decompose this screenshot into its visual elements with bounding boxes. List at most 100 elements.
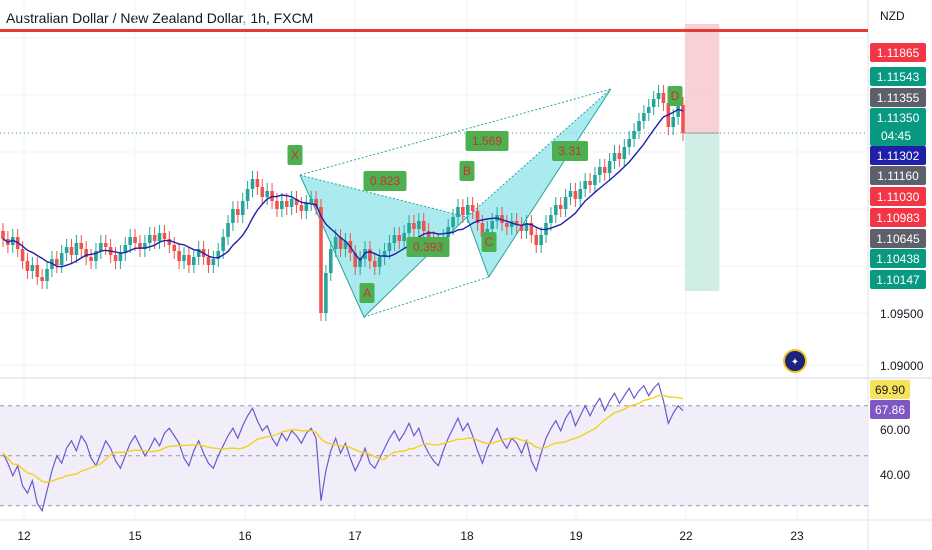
candle-body xyxy=(314,199,318,207)
stop-loss-zone xyxy=(684,24,720,133)
price-label-bg xyxy=(870,208,926,227)
candle-body xyxy=(231,209,235,223)
price-label: 1.11302 xyxy=(877,149,920,163)
candle-body xyxy=(162,233,167,239)
x-tick-label: 22 xyxy=(679,529,693,543)
candle-body xyxy=(206,257,211,265)
candle-body xyxy=(617,153,622,159)
pattern-point-x: X xyxy=(291,148,299,162)
candle-body xyxy=(529,223,534,235)
candle-body xyxy=(382,251,387,257)
rsi-label-bg xyxy=(870,400,910,419)
pattern-ratio-line xyxy=(299,174,468,218)
candle-body xyxy=(470,205,475,211)
candle-body xyxy=(250,179,255,189)
candle-body xyxy=(187,255,191,265)
australia-flag-icon xyxy=(783,349,807,373)
price-label-bg xyxy=(870,270,926,289)
rsi-ma-line xyxy=(2,394,684,483)
pattern-point-b: B xyxy=(463,164,471,178)
candle-body xyxy=(216,251,221,259)
candle-body xyxy=(646,107,651,113)
pattern-point-d-box xyxy=(667,86,683,106)
candle-body xyxy=(64,247,69,253)
rsi-y-tick-label: 60.00 xyxy=(880,423,910,437)
candle-body xyxy=(333,237,338,249)
candle-body xyxy=(583,181,587,189)
candle-body xyxy=(123,245,128,253)
price-label: 1.11160 xyxy=(877,169,919,183)
candle-body xyxy=(446,227,450,237)
x-tick-label: 18 xyxy=(460,529,474,543)
candle-body xyxy=(338,237,343,249)
candle-body xyxy=(55,259,59,265)
candle-body xyxy=(651,99,656,107)
candle-body xyxy=(245,189,250,201)
candle-body xyxy=(45,269,49,281)
candle-body xyxy=(94,251,98,261)
candle-body xyxy=(627,139,631,147)
price-label-bg xyxy=(870,67,926,86)
candle-body xyxy=(426,231,431,239)
candle-body xyxy=(324,273,328,313)
candle-body xyxy=(221,237,225,251)
moving-average-line xyxy=(2,108,684,268)
candle-body xyxy=(563,197,568,209)
price-label-bg xyxy=(870,43,926,62)
candle-body xyxy=(152,235,157,241)
x-tick-label: 15 xyxy=(128,529,142,543)
candle-body xyxy=(128,237,132,245)
candle-body xyxy=(294,199,299,205)
pattern-point-a-box xyxy=(359,283,375,303)
candle-body xyxy=(1,231,5,239)
candle-body xyxy=(40,277,44,281)
candle-body xyxy=(25,261,30,271)
pattern-point-a: A xyxy=(363,286,371,300)
candle-body xyxy=(260,187,265,197)
candle-body xyxy=(157,233,162,241)
pattern-ratio-line xyxy=(363,276,489,318)
candle-body xyxy=(84,249,88,257)
pattern-ratio-xb: 0.823 xyxy=(370,174,400,188)
candle-body xyxy=(681,105,685,133)
chart-title: Australian Dollar / New Zealand Dollar, … xyxy=(6,10,314,26)
pattern-ratio-ac: 0.393 xyxy=(413,240,443,254)
candle-body xyxy=(480,223,485,237)
candle-body xyxy=(377,257,382,267)
pattern-ratio-line xyxy=(466,88,612,218)
candle-body xyxy=(280,201,284,209)
candle-body xyxy=(578,189,583,199)
candle-body xyxy=(451,217,455,227)
price-label: 1.11355 xyxy=(877,91,920,105)
candle-body xyxy=(514,221,519,225)
candle-body xyxy=(676,105,680,117)
candle-body xyxy=(402,233,406,241)
price-label-bg xyxy=(870,249,926,268)
candle-body xyxy=(255,179,260,187)
pattern-point-c-box xyxy=(481,232,497,252)
price-label-bg xyxy=(870,187,926,206)
candle-body xyxy=(196,249,201,257)
candle-body xyxy=(89,257,93,261)
pattern-ratio-xb-box xyxy=(363,171,407,191)
rsi-label-bg xyxy=(870,380,910,399)
y-tick-label: 1.09000 xyxy=(880,359,924,373)
candle-body xyxy=(172,245,177,251)
pattern-triangle-bcd xyxy=(467,89,611,277)
candle-body xyxy=(568,191,573,197)
candle-body xyxy=(412,223,416,229)
candle-body xyxy=(20,249,25,261)
candle-body xyxy=(113,255,118,261)
candle-body xyxy=(211,259,216,265)
candle-body xyxy=(236,209,240,215)
candle-body xyxy=(573,191,578,199)
price-label-bg xyxy=(870,88,926,107)
candle-body xyxy=(607,161,612,173)
candle-body xyxy=(465,205,470,215)
price-label: 1.10645 xyxy=(876,232,920,246)
pattern-point-x-box xyxy=(287,145,303,165)
candle-body xyxy=(505,223,509,227)
candle-body xyxy=(353,253,358,267)
rsi-line xyxy=(2,382,684,513)
